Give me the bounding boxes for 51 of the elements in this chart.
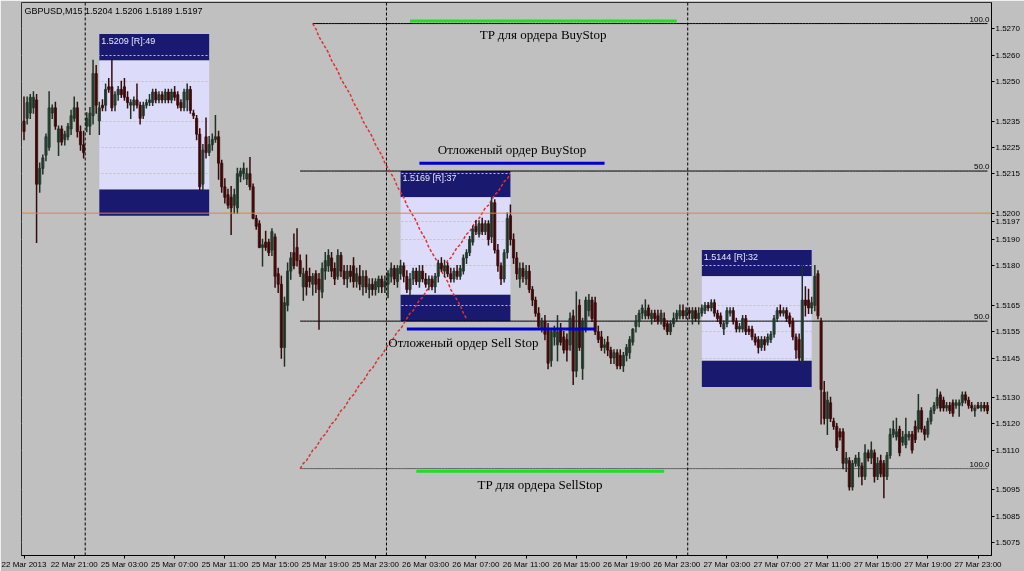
y-tick-label: 1.5225 xyxy=(995,142,1021,152)
series-label: Отложеный ордер Sell Stop xyxy=(388,335,539,351)
x-tick-label: 26 Mar 23:00 xyxy=(653,559,701,569)
annotation: 50.0 xyxy=(973,162,991,172)
y-tick-label: 1.5165 xyxy=(995,300,1021,310)
x-tick-label: 25 Mar 03:00 xyxy=(100,559,149,569)
band-label: 1.5209 [R]:49 xyxy=(101,36,156,47)
annotation: 100.0 xyxy=(969,14,991,24)
ref-line-label: 1.5200 xyxy=(995,208,1021,218)
x-tick-label: 25 Mar 11:00 xyxy=(201,559,249,569)
x-tick-label: 25 Mar 23:00 xyxy=(351,559,400,569)
annotation: 50.0 xyxy=(973,312,991,322)
series-label: Отложеный ордер BuyStop xyxy=(437,142,587,158)
y-tick-label: 1.5095 xyxy=(995,485,1021,495)
y-tick-label: 1.5130 xyxy=(995,393,1021,402)
y-tick-label: 1.5075 xyxy=(995,537,1021,547)
y-tick-label: 1.5145 xyxy=(995,353,1021,363)
y-tick-label: 1.5260 xyxy=(995,50,1021,60)
x-tick-label: 22 Mar 21:00 xyxy=(50,559,99,569)
x-tick-label: 25 Mar 15:00 xyxy=(251,559,300,569)
y-tick-label: 1.5250 xyxy=(995,77,1021,86)
y-tick-label: 1.5180 xyxy=(995,261,1021,271)
annotation: 100.0 xyxy=(969,459,991,469)
y-tick-label: 1.5197 xyxy=(995,216,1021,226)
x-tick-label: 25 Mar 07:00 xyxy=(151,559,199,569)
y-tick-label: 1.5085 xyxy=(995,511,1021,521)
x-tick-label: 26 Mar 07:00 xyxy=(452,559,501,569)
series-label: TP для ордера BuyStop xyxy=(479,26,607,42)
y-tick-label: 1.5235 xyxy=(995,116,1021,126)
x-tick-label: 27 Mar 23:00 xyxy=(954,559,1003,569)
x-tick-label: 27 Mar 11:00 xyxy=(804,559,852,569)
x-tick-label: 26 Mar 03:00 xyxy=(402,559,450,569)
x-tick-label: 22 Mar 2013 xyxy=(1,559,48,569)
y-tick-label: 1.5110 xyxy=(995,445,1020,455)
x-tick-label: 26 Mar 15:00 xyxy=(552,559,601,569)
y-tick-label: 1.5120 xyxy=(995,419,1021,429)
x-tick-label: 25 Mar 19:00 xyxy=(301,559,350,569)
chart-title: GBPUSD,M15 1.5204 1.5206 1.5189 1.5197 xyxy=(24,5,203,16)
series-label: TP для ордера SellStop xyxy=(477,477,603,493)
x-tick-label: 27 Mar 19:00 xyxy=(904,559,952,569)
x-tick-label: 27 Mar 07:00 xyxy=(753,559,802,569)
x-tick-label: 26 Mar 11:00 xyxy=(502,559,550,569)
x-tick-label: 27 Mar 15:00 xyxy=(854,559,902,569)
x-tick-label: 26 Mar 19:00 xyxy=(602,559,651,569)
y-tick-label: 1.5190 xyxy=(995,235,1021,244)
band-label: 1.5144 [R]:32 xyxy=(703,252,758,263)
x-tick-label: 27 Mar 03:00 xyxy=(703,559,752,569)
y-tick-label: 1.5155 xyxy=(995,327,1021,337)
band-label: 1.5169 [R]:37 xyxy=(402,173,457,184)
y-tick-label: 1.5270 xyxy=(995,24,1021,34)
y-tick-label: 1.5215 xyxy=(995,169,1021,179)
